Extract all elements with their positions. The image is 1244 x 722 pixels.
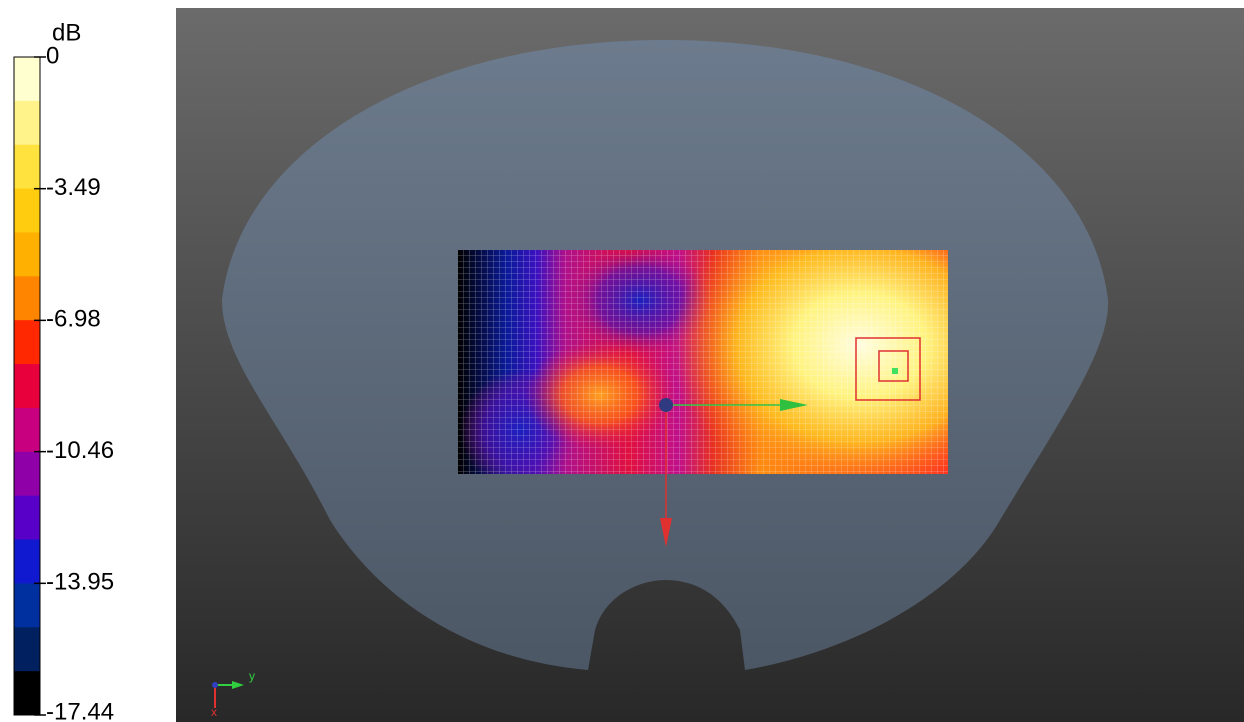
colorbar-tick-label: -10.46 <box>46 437 114 464</box>
colorbar-band <box>14 320 40 365</box>
x-axis-arrowhead <box>660 518 672 547</box>
colorbar-tick-label: 0 <box>46 42 59 69</box>
heatmap <box>458 250 948 474</box>
colorbar-tick-label: -13.95 <box>46 569 114 596</box>
colorbar-band <box>14 495 40 541</box>
colorbar-band <box>14 232 40 277</box>
colorbar-band <box>14 364 40 409</box>
colorbar-band <box>14 188 40 233</box>
colorbar-tick-label: -6.98 <box>46 306 101 333</box>
triad-z <box>212 682 218 688</box>
colorbar-band <box>14 144 40 190</box>
origin <box>659 398 673 412</box>
triad-y-head <box>232 681 244 689</box>
colorbar-tick-label: -3.49 <box>46 174 101 201</box>
colorbar-unit: dB <box>52 19 81 46</box>
colorbar-band <box>14 627 40 672</box>
colorbar: 0 -3.49 -6.98 -10.46 -13.95 -17.44 <box>13 42 114 722</box>
triad-x-label: x <box>211 705 217 719</box>
probe-point <box>892 368 898 374</box>
colorbar-frame <box>13 56 41 716</box>
triad-y-label: y <box>249 669 255 683</box>
colorbar-band <box>14 407 40 453</box>
probe-box <box>855 337 921 401</box>
probe-box-inner <box>878 350 909 382</box>
colorbar-band <box>14 100 40 146</box>
y-axis-arrowhead <box>780 399 808 411</box>
colorbar-band <box>14 57 40 102</box>
colorbar-band <box>14 671 40 716</box>
colorbar-band <box>14 583 40 628</box>
colorbar-band <box>14 539 40 584</box>
axes-triad: y x <box>211 669 255 719</box>
colorbar-tick-label: -17.44 <box>46 698 114 722</box>
colorbar-band <box>14 276 40 321</box>
colorbar-band <box>14 451 40 497</box>
